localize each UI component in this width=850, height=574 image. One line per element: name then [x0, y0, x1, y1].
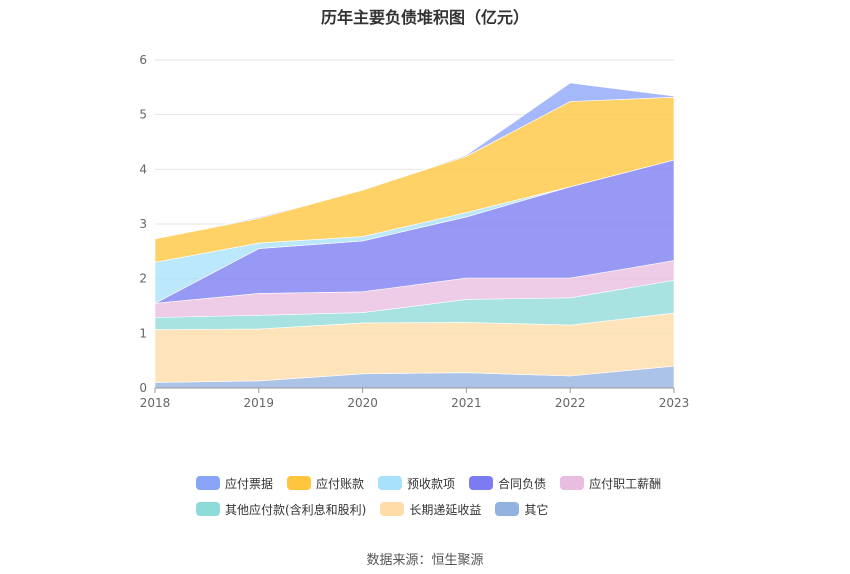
legend-swatch: [469, 476, 494, 490]
legend-label: 其它: [524, 502, 549, 517]
legend-item[interactable]: 长期递延收益: [380, 501, 481, 518]
chart-title: 历年主要负债堆积图（亿元）: [320, 8, 529, 27]
legend-item[interactable]: 应付职工薪酬: [560, 475, 661, 492]
x-tick-label: 2022: [555, 396, 586, 410]
legend-swatch: [380, 502, 405, 516]
legend-item[interactable]: 其他应付款(含利息和股利): [196, 501, 366, 518]
legend-swatch: [378, 476, 403, 490]
y-tick-label: 3: [139, 217, 147, 231]
legend-swatch: [560, 476, 585, 490]
legend-item[interactable]: 应付票据: [196, 475, 273, 492]
y-tick-label: 4: [139, 162, 147, 176]
legend-label: 应付账款: [316, 476, 365, 491]
y-tick-label: 0: [139, 381, 147, 395]
legend-row-2: 其他应付款(含利息和股利) 长期递延收益 其它: [196, 498, 676, 520]
x-tick-label: 2023: [659, 396, 690, 410]
y-tick-label: 1: [139, 326, 147, 340]
legend-label: 应付职工薪酬: [589, 476, 662, 491]
legend-label: 预收款项: [407, 476, 456, 491]
x-tick-label: 2021: [451, 396, 482, 410]
x-tick-label: 2019: [244, 396, 275, 410]
x-tick-label: 2018: [140, 396, 171, 410]
legend-row-1: 应付票据 应付账款 预收款项 合同负债 应付职工薪酬: [196, 472, 676, 494]
source-note: 数据来源：恒生聚源: [366, 553, 484, 568]
legend-item[interactable]: 合同负债: [469, 475, 546, 492]
x-tick-label: 2020: [347, 396, 378, 410]
legend-label: 其他应付款(含利息和股利): [225, 502, 367, 517]
legend-swatch: [495, 502, 520, 516]
legend-label: 应付票据: [225, 476, 274, 491]
y-tick-label: 5: [139, 108, 147, 122]
legend-label: 长期递延收益: [409, 502, 482, 517]
axes: 0 1 2 3 4 5 6 2018 2019 2020 2021 2022 2023: [139, 53, 689, 410]
area-series: [154, 82, 675, 389]
legend-item[interactable]: 其它: [495, 501, 548, 518]
legend-item[interactable]: 应付账款: [287, 475, 364, 492]
legend-item[interactable]: 预收款项: [378, 475, 455, 492]
y-tick-label: 6: [139, 53, 147, 67]
legend-swatch: [196, 502, 220, 516]
legend-label: 合同负债: [498, 476, 547, 491]
area-series-8: [154, 82, 675, 240]
legend-swatch: [196, 476, 220, 490]
y-tick-label: 2: [139, 272, 147, 286]
legend-swatch: [287, 476, 312, 490]
legend: 应付票据 应付账款 预收款项 合同负债 应付职工薪酬 其他应付款(含利息和股利) 长期递延…: [196, 472, 676, 524]
